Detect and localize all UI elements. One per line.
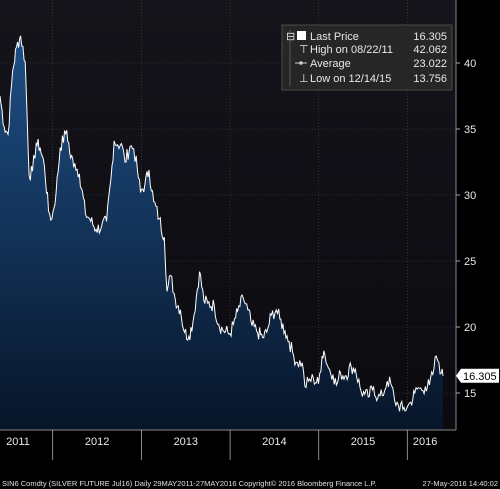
legend-label-last-price: Last Price bbox=[310, 31, 359, 43]
high-marker-icon: ⊤ bbox=[299, 44, 309, 56]
legend-box bbox=[281, 24, 453, 91]
price-area bbox=[0, 35, 443, 431]
y-tick-label: 25 bbox=[464, 256, 476, 268]
y-axis-ticks: 15 20 25 30 35 40 bbox=[456, 58, 476, 400]
average-line-icon bbox=[295, 61, 307, 65]
x-tick-label: 2016 bbox=[413, 436, 437, 448]
footer-source: SIN6 Comdty (SILVER FUTURE Jul16) Daily … bbox=[2, 479, 377, 488]
x-axis-ticks: 2011 2012 2013 2014 2015 2016 bbox=[6, 430, 437, 460]
legend-value-average: 23.022 bbox=[413, 58, 447, 70]
y-tick-label: 35 bbox=[464, 124, 476, 136]
y-tick-label: 15 bbox=[464, 388, 476, 400]
price-line bbox=[0, 35, 444, 412]
legend: ⊟ Last Price 16.305 ⊤ High on 08/22/11 4… bbox=[281, 24, 453, 91]
y-axis-panel bbox=[456, 0, 500, 430]
x-tick-label: 2015 bbox=[351, 436, 375, 448]
last-price-tag-label: 16.305 bbox=[463, 371, 497, 383]
legend-value-high: 42.062 bbox=[413, 44, 447, 56]
legend-label-high: High on 08/22/11 bbox=[310, 44, 393, 56]
legend-marker-glyph: ⊟ bbox=[286, 31, 295, 43]
legend-label-low: Low on 12/14/15 bbox=[310, 73, 391, 85]
x-tick-label: 2012 bbox=[85, 436, 109, 448]
y-tick-label: 40 bbox=[464, 58, 476, 70]
y-tick-label: 20 bbox=[464, 322, 476, 334]
last-price-tag: 16.305 bbox=[456, 368, 499, 383]
footer-timestamp: 27-May-2016 14:40:02 bbox=[423, 479, 498, 488]
x-tick-label: 2013 bbox=[174, 436, 198, 448]
legend-value-low: 13.756 bbox=[413, 73, 447, 85]
x-tick-label: 2014 bbox=[262, 436, 286, 448]
legend-label-average: Average bbox=[310, 58, 351, 70]
filled-square-icon bbox=[297, 31, 306, 40]
x-tick-label: 2011 bbox=[6, 436, 30, 448]
low-marker-icon: ⊥ bbox=[299, 73, 309, 85]
y-tick-label: 30 bbox=[464, 190, 476, 202]
legend-value-last-price: 16.305 bbox=[413, 31, 447, 43]
footer-bar bbox=[0, 478, 500, 489]
